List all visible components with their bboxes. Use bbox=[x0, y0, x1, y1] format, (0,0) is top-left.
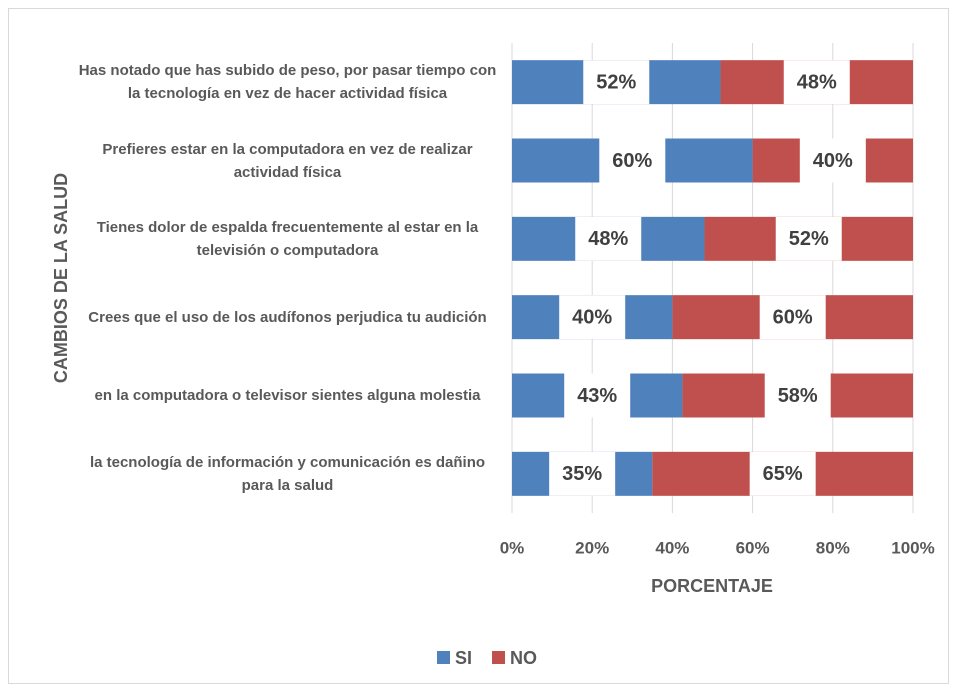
x-tick-label: 80% bbox=[816, 538, 850, 557]
y-axis-title: CAMBIOS DE LA SALUD bbox=[51, 173, 71, 383]
x-tick-label: 60% bbox=[736, 538, 770, 557]
data-label-box bbox=[583, 60, 650, 105]
category-label: Tienes dolor de espalda frecuentemente a… bbox=[96, 218, 479, 259]
data-label: 43% bbox=[577, 385, 617, 407]
data-label: 40% bbox=[813, 150, 853, 172]
data-label: 52% bbox=[789, 228, 829, 250]
data-label: 35% bbox=[562, 463, 602, 485]
x-tick-label: 20% bbox=[575, 538, 609, 557]
data-label-box bbox=[759, 295, 826, 340]
data-label-box bbox=[783, 60, 850, 105]
data-label-box bbox=[575, 216, 642, 261]
data-label-box bbox=[564, 373, 631, 418]
data-label-box bbox=[799, 138, 866, 183]
category-label: Prefieres estar en la computadora en vez… bbox=[102, 140, 473, 181]
data-label-box bbox=[559, 295, 626, 340]
data-label: 40% bbox=[572, 306, 612, 328]
x-axis-title: PORCENTAJE bbox=[651, 576, 773, 596]
data-label: 60% bbox=[773, 306, 813, 328]
x-tick-label: 100% bbox=[891, 538, 934, 557]
x-tick-label: 0% bbox=[500, 538, 525, 557]
data-label-box bbox=[764, 373, 831, 418]
data-label: 60% bbox=[612, 150, 652, 172]
legend-label: NO bbox=[510, 648, 537, 668]
data-label-box bbox=[775, 216, 842, 261]
category-label: la tecnología de información y comunicac… bbox=[89, 453, 486, 494]
data-label: 65% bbox=[763, 463, 803, 485]
data-label: 58% bbox=[778, 385, 818, 407]
legend-swatch bbox=[437, 651, 450, 664]
category-label: en la computadora o televisor sientes al… bbox=[94, 387, 481, 404]
data-label: 48% bbox=[588, 228, 628, 250]
category-label: Crees que el uso de los audífonos perjud… bbox=[88, 308, 487, 326]
legend-label: SI bbox=[455, 648, 472, 668]
legend-swatch bbox=[492, 651, 506, 664]
data-label-box bbox=[549, 451, 616, 496]
category-label: Has notado que has subido de peso, por p… bbox=[78, 62, 497, 103]
chart-border bbox=[8, 8, 949, 684]
data-label: 48% bbox=[797, 71, 837, 93]
x-tick-label: 40% bbox=[655, 538, 689, 557]
data-label-box bbox=[599, 138, 666, 183]
data-label: 52% bbox=[596, 71, 636, 93]
data-label-box bbox=[749, 451, 816, 496]
